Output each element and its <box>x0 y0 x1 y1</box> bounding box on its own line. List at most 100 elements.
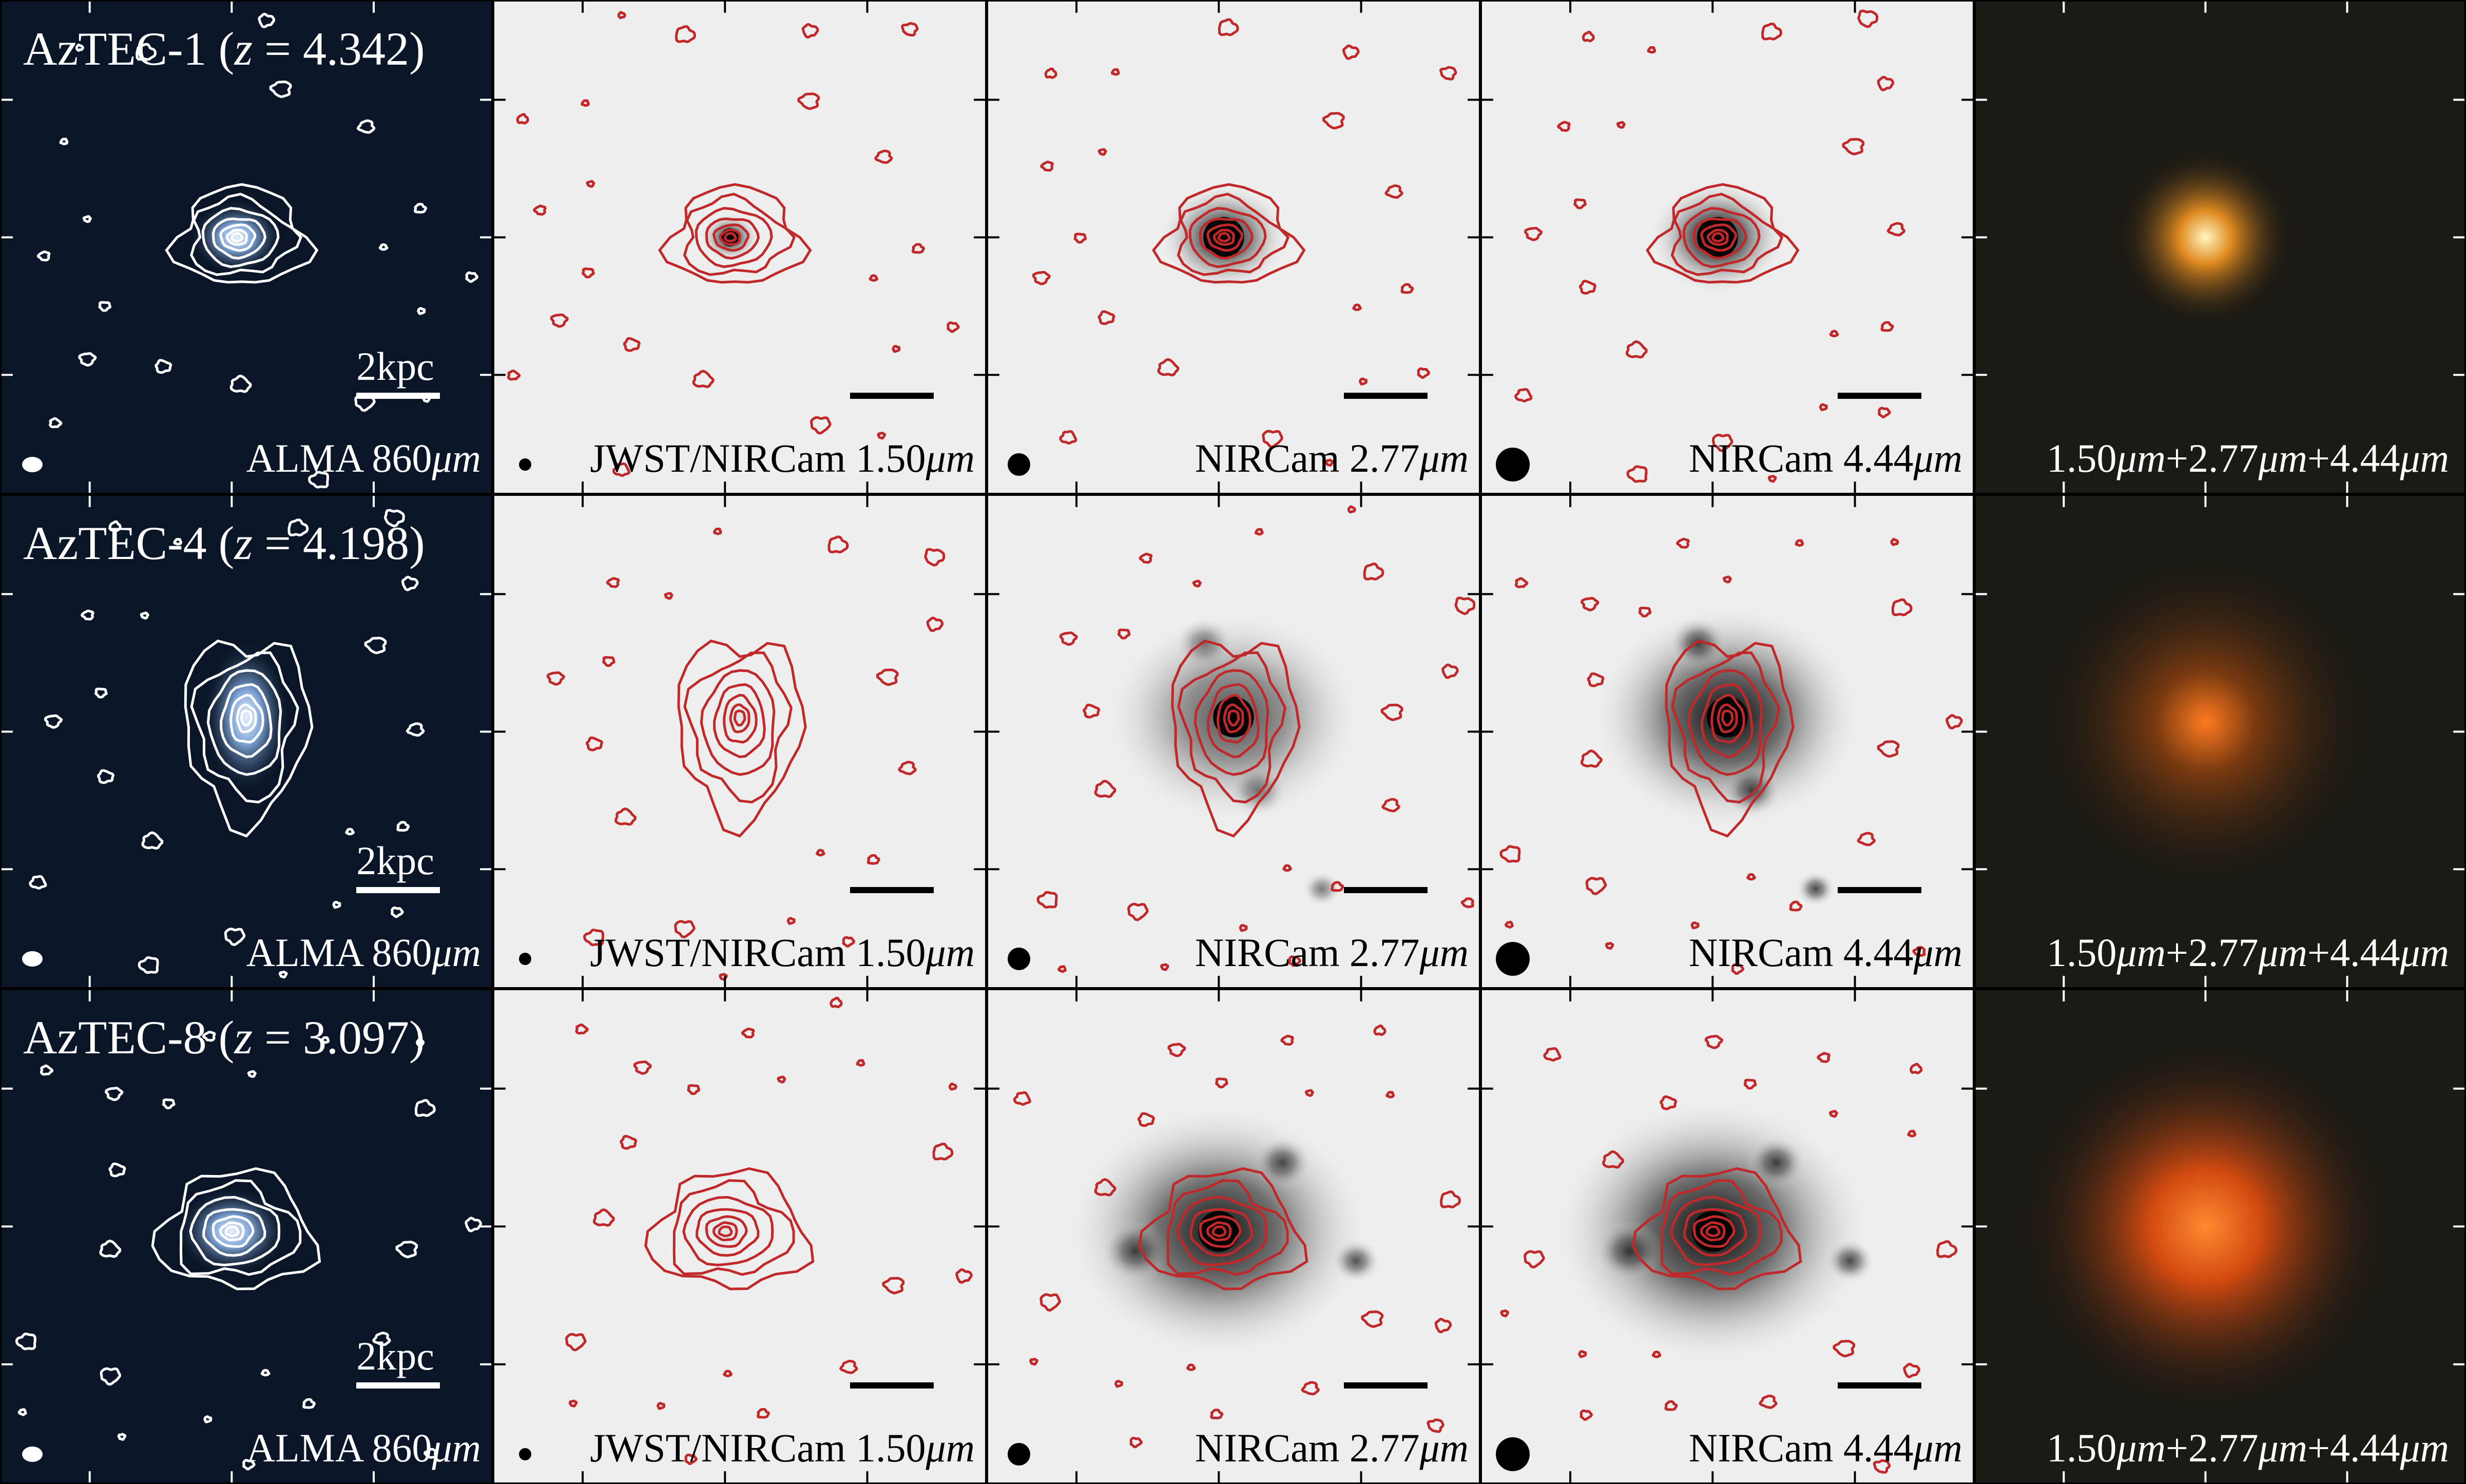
contour-level <box>225 228 248 246</box>
band-label: NIRCam 2.77μm <box>1195 1428 1469 1468</box>
noise-contour <box>108 1162 126 1178</box>
band-unit: μm <box>926 1425 975 1470</box>
noise-contour <box>155 359 172 374</box>
noise-contour <box>712 527 722 535</box>
noise-contour <box>1439 66 1457 81</box>
contour-level <box>705 1215 748 1248</box>
panel-f444-row3: NIRCam 4.44μm <box>1480 989 1974 1484</box>
axis-ticks <box>2 496 491 987</box>
noise-contour <box>1347 505 1357 514</box>
noise-contour <box>656 1402 666 1410</box>
axis-ticks <box>494 496 985 987</box>
color-composite-source <box>2019 1039 2392 1414</box>
band-prefix: ALMA 860 <box>246 436 432 480</box>
band-label: 1.50μm+2.77μm+4.44μm <box>2047 1428 2449 1468</box>
f277-image <box>988 990 1479 1482</box>
noise-contour <box>1585 877 1607 896</box>
noise-contour <box>258 12 276 29</box>
noise-contour <box>1651 1350 1662 1358</box>
noise-contour <box>507 369 521 381</box>
contour-level <box>1646 183 1800 284</box>
noise-contour <box>136 43 157 61</box>
noise-contour <box>1441 663 1459 679</box>
noise-contour <box>926 616 944 632</box>
contour-level <box>672 1179 795 1276</box>
noise-contour <box>401 575 419 591</box>
z-symbol: z <box>234 23 253 75</box>
beam-icon <box>22 1447 43 1462</box>
beam-icon <box>22 951 43 967</box>
alma-contours-red <box>1514 9 1906 483</box>
noise-contour <box>801 23 819 39</box>
noise-contour <box>1097 148 1107 156</box>
alma-contours-red <box>1036 505 1476 973</box>
panel-f444-row2: NIRCam 4.44μm <box>1480 494 1974 989</box>
contour-level <box>658 183 812 284</box>
noise-contour <box>1543 1047 1562 1062</box>
scale-bar <box>850 887 934 894</box>
noise-contour <box>465 271 479 283</box>
contour-level <box>1199 217 1254 260</box>
axis-ticks <box>988 2 1479 493</box>
noise-contour <box>416 1038 425 1047</box>
noise-contour <box>269 80 292 99</box>
noise-contour <box>1186 1363 1196 1371</box>
axis-ticks <box>1976 2 2464 493</box>
noise-contour <box>1059 430 1077 445</box>
panel-f150-row3: JWST/NIRCam 1.50μm <box>493 989 987 1484</box>
noise-contour <box>1454 596 1476 615</box>
clump <box>1228 764 1288 817</box>
scale-bar <box>1837 887 1922 894</box>
beam-icon <box>1008 453 1030 476</box>
noise-contour <box>1400 283 1414 294</box>
band-unit: μm <box>1913 436 1962 480</box>
noise-contour <box>633 1060 652 1075</box>
noise-contour <box>1322 112 1345 130</box>
noise-contour <box>1215 1077 1228 1089</box>
alma-contours-red <box>1499 537 1963 975</box>
source-title: AzTEC-8 (z = 3.097) <box>23 1011 425 1064</box>
noise-contour <box>1139 552 1153 564</box>
contour-level <box>1706 228 1729 246</box>
noise-contour <box>423 1448 437 1459</box>
f277-image <box>988 496 1479 987</box>
noise-contour <box>1579 1409 1593 1421</box>
panel-alma-row2: AzTEC-4 (z = 4.198) 2kpc ALMA 860μm <box>0 494 493 989</box>
noise-contour <box>287 518 309 537</box>
contour-level <box>1166 1179 1289 1276</box>
noise-contour <box>1358 377 1368 386</box>
beam-icon <box>1496 942 1530 976</box>
noise-contour <box>1577 1350 1587 1358</box>
band-label: 1.50μm+2.77μm+4.44μm <box>2047 438 2449 478</box>
band-unit: μm <box>2400 930 2449 975</box>
contour-level <box>1171 639 1301 838</box>
contour-level <box>1223 703 1244 734</box>
noise-contour <box>815 849 826 857</box>
noise-contour <box>606 577 620 588</box>
band-prefix: NIRCam 4.44 <box>1688 436 1914 480</box>
contour-level <box>1670 192 1784 276</box>
scale-bar <box>356 1382 440 1389</box>
band-label: ALMA 860μm <box>246 933 481 973</box>
noise-contour <box>741 1027 755 1039</box>
band-label: JWST/NIRCam 1.50μm <box>590 1428 975 1468</box>
noise-contour <box>592 1208 615 1227</box>
band-unit: μm <box>2258 436 2308 480</box>
noise-contour <box>687 1084 701 1095</box>
contour-level <box>189 1196 281 1266</box>
beam-icon <box>1496 1437 1530 1471</box>
scale-bar <box>1343 1382 1428 1389</box>
clump <box>1332 1239 1381 1283</box>
scale-label: 2kpc <box>356 343 434 389</box>
contour-level <box>1705 1225 1721 1238</box>
scale-bar <box>850 1382 934 1389</box>
contour-level <box>1692 1215 1736 1248</box>
noise-contour <box>224 928 246 947</box>
noise-contour <box>797 92 820 110</box>
noise-contour <box>1758 1394 1778 1409</box>
band-unit: μm <box>432 436 481 480</box>
beam-icon <box>1008 1443 1030 1466</box>
noise-contour <box>417 307 426 315</box>
contour-level <box>180 1179 302 1276</box>
contour-level <box>1711 232 1725 243</box>
